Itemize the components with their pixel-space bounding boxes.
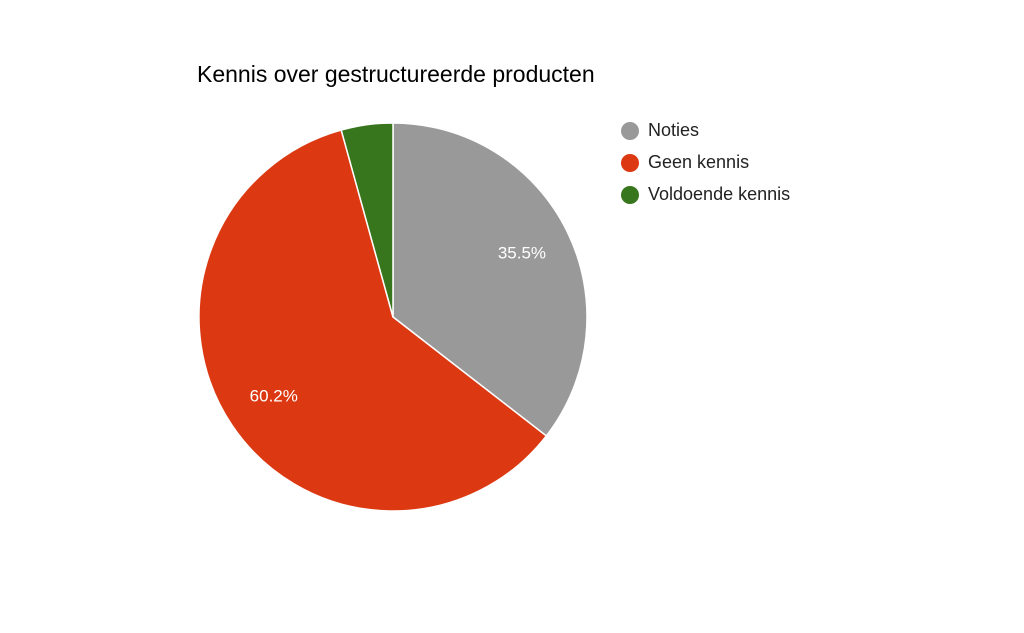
- legend-label: Geen kennis: [648, 152, 749, 172]
- legend-label: Noties: [648, 120, 699, 140]
- legend-label: Voldoende kennis: [648, 184, 790, 204]
- legend-marker: [621, 186, 639, 204]
- data-label: 60.2%: [250, 386, 298, 405]
- legend-marker: [621, 122, 639, 140]
- pie-slice: [340, 122, 394, 318]
- data-label: 35.5%: [498, 243, 546, 262]
- legend-marker: [621, 154, 639, 172]
- pie-slice: [392, 122, 588, 437]
- chart-title: Kennis over gestructureerde producten: [197, 61, 595, 87]
- pie-slice: [198, 129, 548, 512]
